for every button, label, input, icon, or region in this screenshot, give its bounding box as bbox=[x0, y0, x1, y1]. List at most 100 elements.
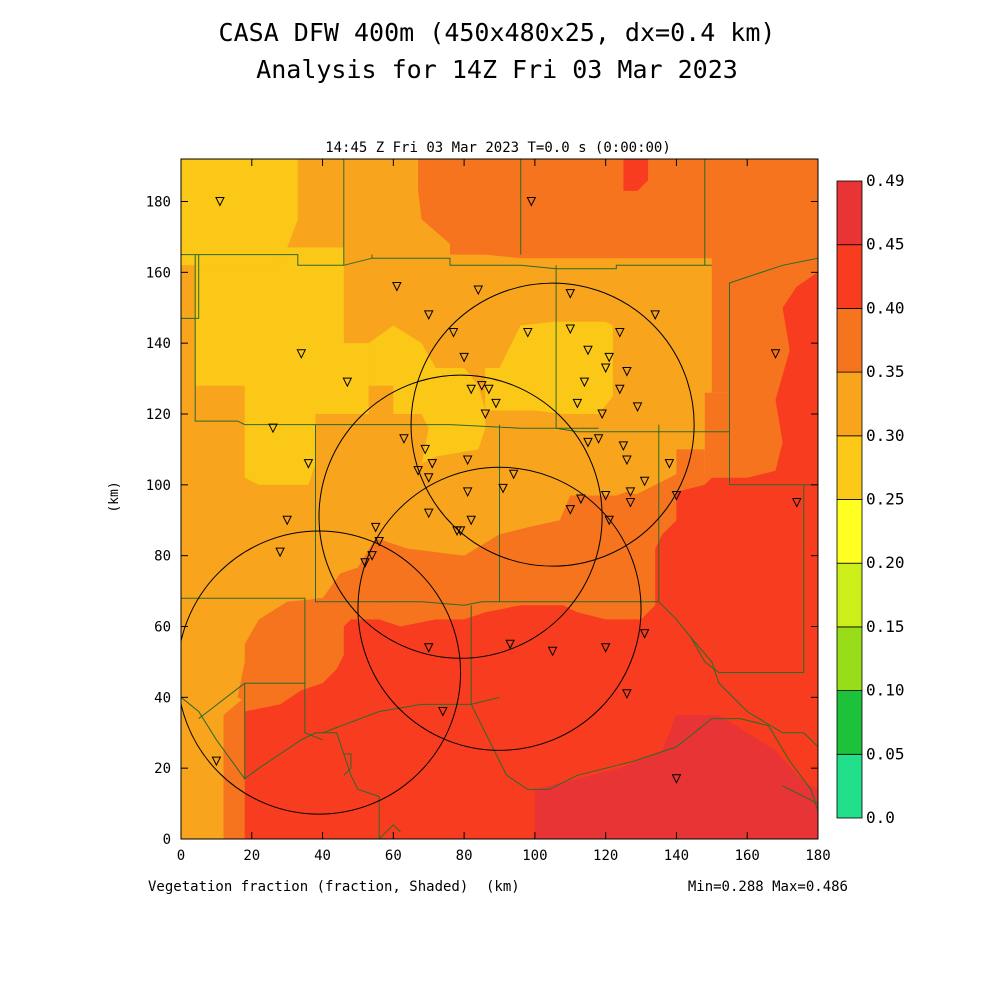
y-tick-label: 0 bbox=[163, 832, 171, 848]
figure-subtitle: Analysis for 14Z Fri 03 Mar 2023 bbox=[256, 55, 738, 84]
colorbar-label: 0.0 bbox=[866, 808, 895, 827]
shaded-region-6 bbox=[418, 159, 818, 393]
station-marker bbox=[618, 441, 629, 451]
station-marker bbox=[576, 494, 586, 505]
radar-range-ring-0 bbox=[181, 530, 462, 815]
shaded-region-5 bbox=[485, 321, 613, 414]
station-marker bbox=[211, 756, 222, 767]
county-line-3 bbox=[194, 254, 599, 429]
y-tick-label: 40 bbox=[154, 690, 171, 706]
station-marker bbox=[791, 498, 802, 508]
station-marker bbox=[572, 398, 583, 409]
station-marker bbox=[565, 289, 576, 299]
station-marker bbox=[593, 434, 604, 444]
y-tick-label: 120 bbox=[146, 407, 171, 423]
x-tick-label: 0 bbox=[177, 848, 185, 864]
figure-title: CASA DFW 400m (450x480x25, dx=0.4 km) bbox=[219, 18, 776, 47]
station-marker bbox=[480, 409, 491, 420]
colorbar-swatch bbox=[836, 626, 863, 692]
station-marker bbox=[622, 689, 632, 699]
station-marker bbox=[565, 324, 576, 335]
station-marker bbox=[583, 345, 593, 356]
county-line-15 bbox=[181, 696, 246, 780]
station-marker bbox=[473, 285, 484, 296]
radar-range-ring-1 bbox=[357, 466, 642, 751]
station-marker bbox=[547, 646, 558, 657]
station-marker bbox=[275, 547, 285, 558]
x-tick-label: 120 bbox=[593, 848, 618, 864]
station-marker bbox=[664, 459, 675, 469]
station-marker bbox=[632, 402, 643, 413]
station-marker bbox=[491, 398, 501, 409]
station-marker bbox=[413, 466, 423, 476]
station-marker bbox=[615, 384, 625, 395]
colorbar-swatch bbox=[836, 371, 863, 437]
colorbar-label: 0.45 bbox=[866, 235, 905, 254]
x-tick-label: 180 bbox=[805, 848, 830, 864]
station-marker bbox=[508, 469, 519, 480]
x-tick-label: 140 bbox=[664, 848, 689, 864]
station-marker bbox=[360, 558, 370, 568]
map-frame bbox=[180, 158, 819, 840]
colorbar-label: 0.49 bbox=[866, 171, 905, 190]
station-marker bbox=[462, 455, 473, 466]
station-marker bbox=[427, 459, 438, 469]
station-marker bbox=[466, 515, 476, 526]
colorbar-label: 0.10 bbox=[866, 681, 905, 700]
y-tick-label: 60 bbox=[154, 620, 171, 636]
x-tick-label: 40 bbox=[314, 848, 331, 864]
station-marker bbox=[604, 352, 615, 363]
station-marker bbox=[671, 490, 682, 501]
y-axis-label: (km) bbox=[107, 481, 122, 512]
station-marker bbox=[625, 487, 636, 498]
station-marker bbox=[423, 508, 434, 519]
station-marker bbox=[399, 434, 409, 444]
station-marker bbox=[423, 643, 434, 653]
station-marker bbox=[448, 328, 459, 338]
x-tick-label: 60 bbox=[385, 848, 402, 864]
county-line-0 bbox=[181, 254, 200, 319]
station-marker bbox=[600, 363, 611, 374]
colorbar-swatch bbox=[836, 435, 863, 500]
station-marker bbox=[476, 381, 487, 391]
x-tick-label: 100 bbox=[522, 848, 547, 864]
county-line-18 bbox=[343, 753, 380, 839]
station-marker bbox=[579, 377, 590, 388]
min-max-stats: Min=0.288 Max=0.486 bbox=[688, 879, 848, 895]
y-tick-label: 160 bbox=[146, 265, 171, 281]
station-marker bbox=[650, 310, 661, 320]
shaded-region-3 bbox=[244, 414, 316, 485]
shaded-region-10 bbox=[623, 159, 649, 191]
colorbar-label: 0.25 bbox=[866, 490, 905, 509]
colorbar-swatch bbox=[836, 307, 863, 373]
y-tick-label: 180 bbox=[146, 195, 171, 211]
colorbar-label: 0.35 bbox=[866, 362, 905, 381]
station-marker bbox=[296, 349, 307, 359]
y-tick-label: 140 bbox=[146, 336, 171, 352]
station-marker bbox=[597, 409, 607, 420]
county-line-26 bbox=[782, 785, 818, 805]
shaded-region-2 bbox=[195, 247, 369, 414]
station-marker bbox=[459, 352, 469, 363]
colorbar-label: 0.15 bbox=[866, 617, 905, 636]
county-line-22 bbox=[658, 601, 804, 673]
station-marker bbox=[505, 639, 515, 650]
shaded-region-9 bbox=[244, 272, 818, 839]
x-tick-label: 160 bbox=[735, 848, 760, 864]
station-marker bbox=[600, 643, 611, 653]
variable-label: Vegetation fraction (fraction, Shaded) bbox=[148, 879, 468, 895]
radar-range-ring-3 bbox=[410, 282, 695, 567]
station-marker bbox=[622, 367, 632, 377]
county-line-17 bbox=[304, 683, 323, 741]
colorbar: 0.0 0.05 0.10 0.15 0.20 0.25 0.30 0.35 0.40 0.45 0… bbox=[836, 171, 905, 827]
colorbar-label: 0.40 bbox=[866, 298, 905, 317]
radar-range-ring-2 bbox=[318, 374, 603, 659]
vegetation-fraction-map bbox=[180, 158, 819, 840]
station-marker bbox=[639, 629, 650, 639]
station-marker bbox=[303, 459, 314, 469]
shaded-region-11 bbox=[534, 715, 818, 839]
station-marker bbox=[466, 384, 476, 395]
county-line-25 bbox=[690, 636, 818, 748]
station-marker bbox=[770, 349, 781, 359]
